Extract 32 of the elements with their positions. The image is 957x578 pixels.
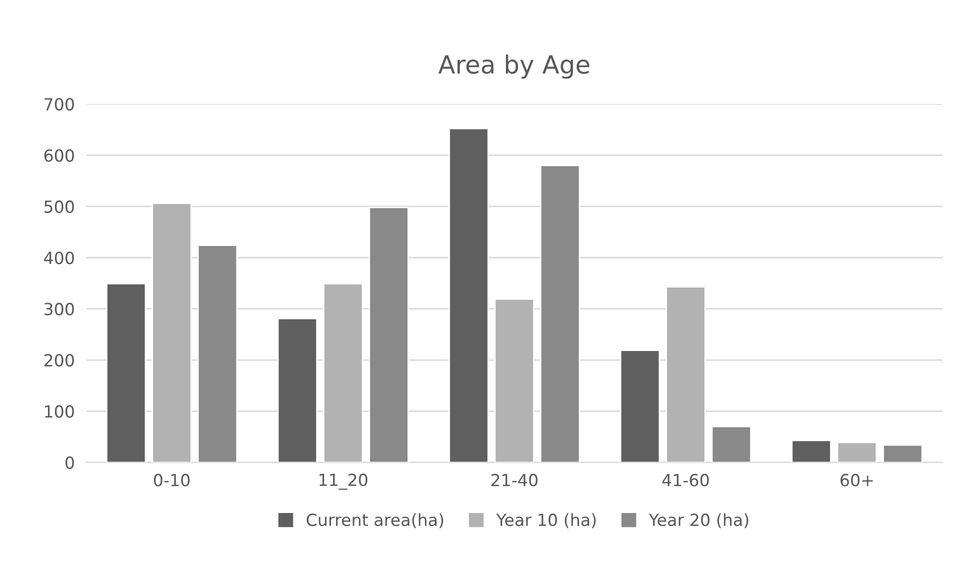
bar (368, 206, 409, 462)
x-tick-label: 11_20 (320, 474, 368, 490)
bar (197, 244, 238, 462)
bar (494, 298, 534, 462)
x-tick-label: 21-40 (491, 474, 538, 486)
bar (666, 286, 706, 462)
x-tick-label: 0-10 (154, 474, 190, 486)
chart-title: Area by Age (438, 54, 590, 79)
bar (711, 426, 752, 462)
y-tick-label: 200 (44, 354, 74, 367)
bar (277, 318, 318, 462)
y-tick-label: 400 (44, 252, 74, 264)
x-tick-label: 60+ (840, 474, 873, 486)
y-tick-label: 100 (45, 405, 74, 418)
bar (106, 283, 146, 462)
y-tick-label: 500 (44, 200, 74, 213)
x-tick-label: 41-60 (662, 474, 709, 486)
bar (620, 350, 660, 462)
legend-label: Current area(ha) (306, 513, 444, 528)
bar (836, 442, 878, 462)
legend-label: Year 10 (ha) (496, 513, 596, 528)
bar (448, 128, 489, 462)
bar (882, 444, 923, 462)
y-tick-label: 0 (66, 456, 74, 469)
y-tick-label: 600 (44, 149, 74, 162)
bar (322, 283, 364, 462)
bar (540, 164, 580, 462)
bar (791, 440, 832, 462)
bar (152, 202, 192, 462)
y-tick-label: 300 (44, 302, 74, 316)
legend-label: Year 20 (ha) (648, 513, 748, 528)
y-tick-label: 700 (44, 98, 74, 111)
